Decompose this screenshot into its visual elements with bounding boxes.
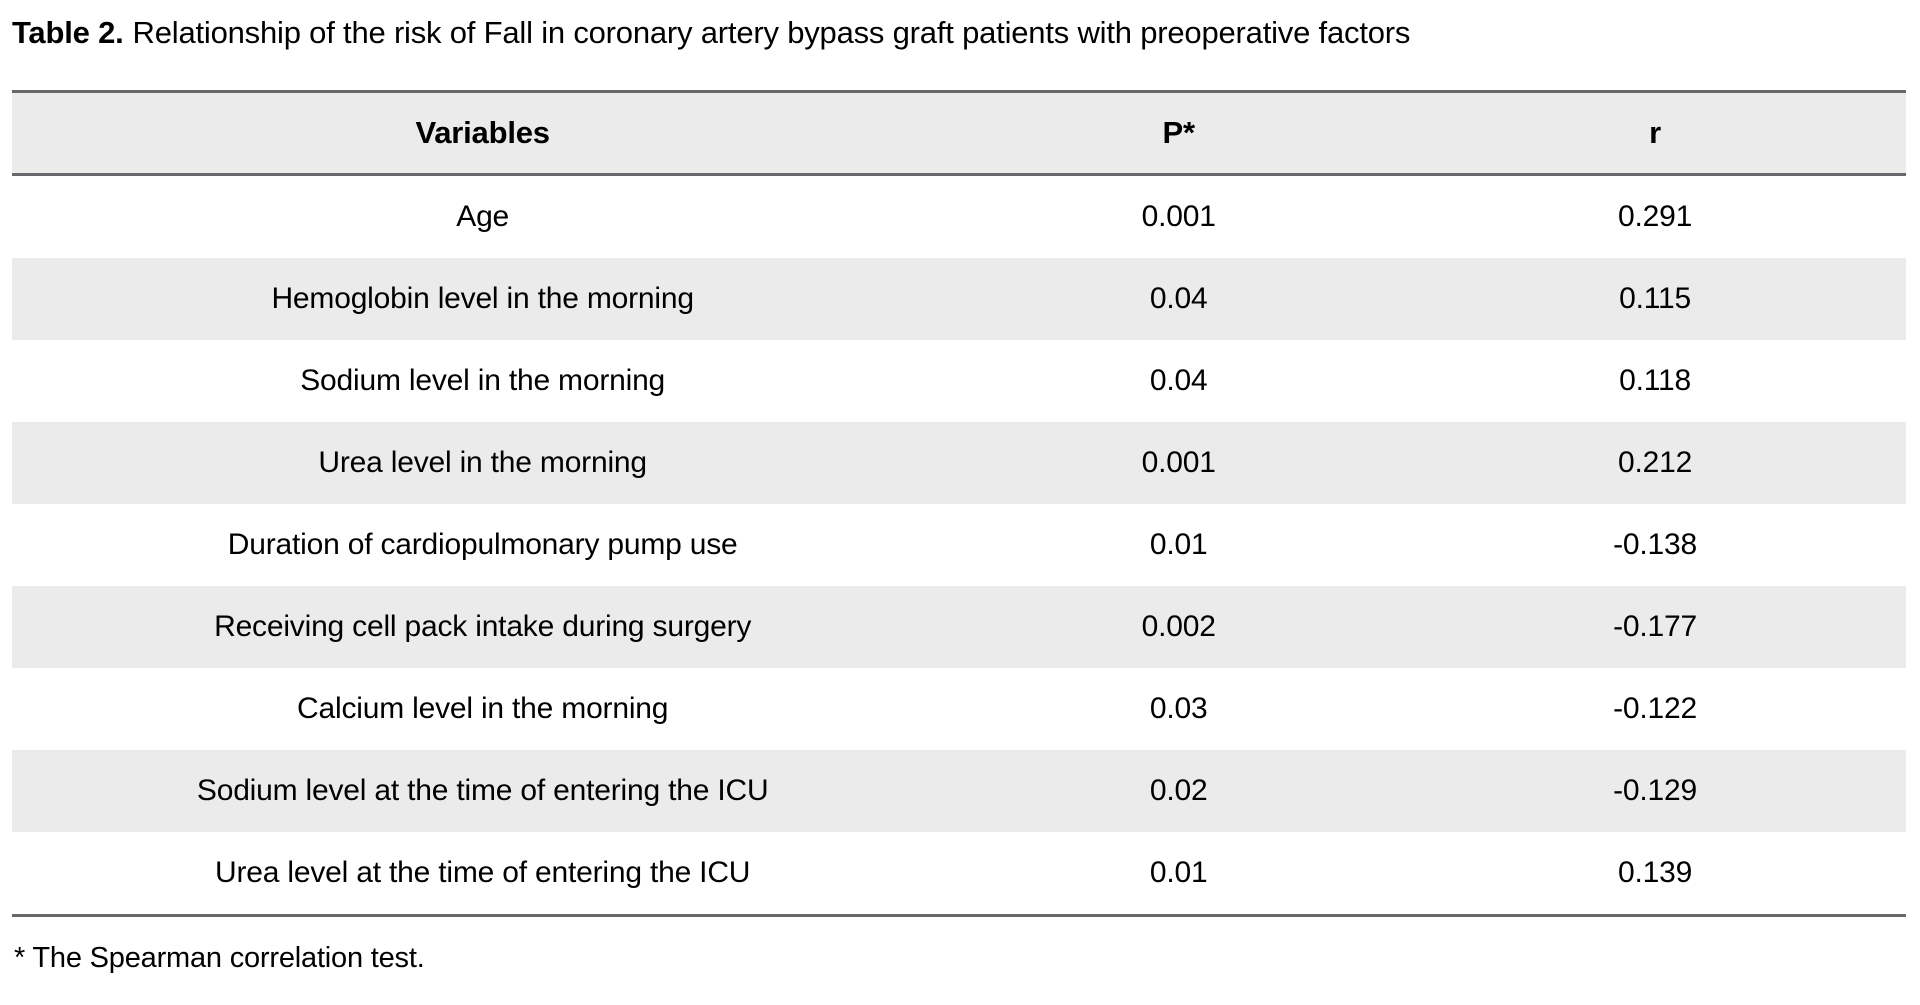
variable-cell: Urea level at the time of entering the I… bbox=[215, 856, 751, 889]
p-value-cell: 0.001 bbox=[1141, 446, 1216, 479]
table-title-text: Relationship of the risk of Fall in coro… bbox=[132, 15, 1411, 50]
table-row: Urea level in the morning 0.001 0.212 bbox=[12, 422, 1906, 504]
table-row: Calcium level in the morning 0.03 -0.122 bbox=[12, 668, 1906, 750]
p-value-cell: 0.002 bbox=[1141, 610, 1216, 643]
table-header-row: Variables P* r bbox=[12, 91, 1906, 176]
variable-cell: Sodium level at the time of entering the… bbox=[196, 774, 769, 807]
r-value-cell: -0.177 bbox=[1613, 610, 1697, 643]
table-title: Table 2. Relationship of the risk of Fall… bbox=[12, 13, 1906, 53]
table-row: Urea level at the time of entering the I… bbox=[12, 832, 1906, 916]
p-value-cell: 0.01 bbox=[1149, 856, 1208, 889]
p-value-cell: 0.04 bbox=[1149, 282, 1208, 315]
correlation-table: Variables P* r Age 0.001 0.291 Hemoglobi… bbox=[12, 90, 1906, 917]
table-footnote: * The Spearman correlation test. bbox=[14, 942, 425, 974]
r-value-cell: 0.139 bbox=[1618, 856, 1693, 889]
p-value-cell: 0.02 bbox=[1149, 774, 1208, 807]
table-row: Hemoglobin level in the morning 0.04 0.1… bbox=[12, 258, 1906, 340]
table-row: Sodium level in the morning 0.04 0.118 bbox=[12, 340, 1906, 422]
column-header-variables: Variables bbox=[12, 91, 954, 176]
table-row: Duration of cardiopulmonary pump use 0.0… bbox=[12, 504, 1906, 586]
table-row: Sodium level at the time of entering the… bbox=[12, 750, 1906, 832]
table-row: Age 0.001 0.291 bbox=[12, 175, 1906, 259]
column-header-r-value: r bbox=[1404, 91, 1906, 176]
r-value-cell: -0.122 bbox=[1613, 692, 1697, 725]
page: Table 2. Relationship of the risk of Fall… bbox=[0, 13, 1920, 975]
p-value-cell: 0.04 bbox=[1149, 364, 1208, 397]
r-value-cell: -0.129 bbox=[1613, 774, 1697, 807]
table-number-label: Table 2. bbox=[12, 15, 124, 50]
table-row: Receiving cell pack intake during surger… bbox=[12, 586, 1906, 668]
variable-cell: Hemoglobin level in the morning bbox=[271, 282, 694, 315]
column-header-p-value: P* bbox=[953, 91, 1405, 176]
variable-cell: Calcium level in the morning bbox=[297, 692, 669, 725]
r-value-cell: 0.212 bbox=[1618, 446, 1693, 479]
p-value-cell: 0.03 bbox=[1149, 692, 1208, 725]
p-value-cell: 0.01 bbox=[1149, 528, 1208, 561]
variable-cell: Duration of cardiopulmonary pump use bbox=[227, 528, 738, 561]
variable-cell: Urea level in the morning bbox=[318, 446, 647, 479]
r-value-cell: 0.291 bbox=[1618, 200, 1693, 233]
r-value-cell: 0.115 bbox=[1619, 282, 1691, 315]
p-value-cell: 0.001 bbox=[1141, 200, 1216, 233]
r-value-cell: 0.118 bbox=[1619, 364, 1691, 397]
variable-cell: Age bbox=[456, 200, 510, 233]
r-value-cell: -0.138 bbox=[1613, 528, 1697, 561]
variable-cell: Receiving cell pack intake during surger… bbox=[214, 610, 752, 643]
variable-cell: Sodium level in the morning bbox=[300, 364, 666, 397]
